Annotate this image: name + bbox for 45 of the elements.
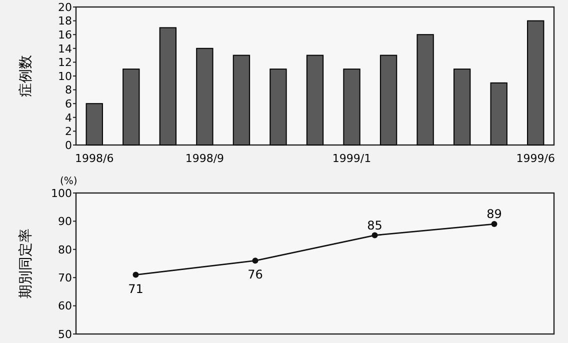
y-tick-label: 12 xyxy=(58,56,72,70)
y-tick-label: 80 xyxy=(58,243,72,256)
data-label: 85 xyxy=(367,218,382,232)
y-tick-label: 50 xyxy=(58,328,72,341)
y-tick-label: 16 xyxy=(58,28,72,42)
point xyxy=(132,272,139,278)
bar xyxy=(527,20,544,146)
bar xyxy=(306,54,324,146)
point xyxy=(372,232,378,238)
bar xyxy=(453,68,471,146)
x-tick-label: 1999/6 xyxy=(516,152,555,165)
data-label: 89 xyxy=(486,207,502,222)
y-tick-label: 14 xyxy=(58,42,72,56)
text: (%) xyxy=(60,176,78,187)
bar xyxy=(232,54,250,146)
data-label: 71 xyxy=(128,282,144,296)
y-tick-label: 100 xyxy=(51,186,72,200)
x-tick-label: 1999/1 xyxy=(332,152,372,165)
bar xyxy=(86,103,103,146)
y-tick-label: 60 xyxy=(58,300,72,313)
y-tick-label: 6 xyxy=(65,97,72,110)
y-tick-label: 8 xyxy=(65,84,72,97)
y-tick-label: 4 xyxy=(65,111,72,124)
x-tick-label: 1998/6 xyxy=(75,152,114,165)
y-tick-label: 0 xyxy=(65,138,72,152)
point xyxy=(491,221,498,228)
y-tick-label: 90 xyxy=(58,215,72,228)
bar xyxy=(380,54,398,146)
bar xyxy=(416,34,434,146)
bar xyxy=(159,27,177,146)
y-axis-title: 期別同定率 xyxy=(18,228,34,298)
point xyxy=(252,258,258,264)
bar xyxy=(122,68,140,146)
y-tick-label: 20 xyxy=(58,0,72,14)
bar xyxy=(490,82,508,146)
y-axis-title: 症例数 xyxy=(18,55,34,97)
x-tick-label: 1998/9 xyxy=(185,152,224,165)
y-tick-label: 70 xyxy=(58,271,72,284)
y-tick-label: 2 xyxy=(65,125,72,138)
data-label: 76 xyxy=(248,268,263,282)
y-tick-label: 18 xyxy=(58,14,72,28)
bar xyxy=(196,48,214,146)
bar xyxy=(270,68,287,146)
bar xyxy=(343,68,360,146)
y-tick-label: 10 xyxy=(58,70,72,83)
